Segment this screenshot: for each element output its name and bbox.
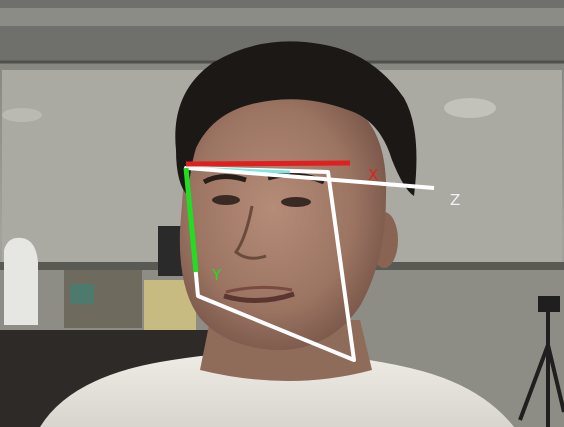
nose	[233, 205, 267, 260]
tripod	[518, 300, 564, 427]
tripod-head	[538, 296, 560, 312]
wall-glare	[444, 98, 496, 118]
axis-y-line	[183, 167, 199, 273]
shelf-box-label	[70, 284, 94, 304]
face	[179, 92, 387, 351]
axis-z-label: Z	[450, 191, 460, 209]
axis-x-line	[185, 160, 351, 167]
wall-glare-left	[2, 108, 42, 122]
axis-x-label: X	[368, 166, 378, 184]
left-eyebrow	[202, 174, 247, 185]
plastic-bag	[4, 237, 38, 325]
dark-object	[158, 226, 184, 276]
upper-lip	[225, 285, 293, 294]
shirt	[40, 351, 514, 427]
head-pose-overlay: X Y Z	[183, 160, 460, 362]
left-eye	[212, 195, 240, 205]
axis-y-label: Y	[211, 266, 222, 284]
axis-z-line	[187, 166, 435, 190]
mouth	[223, 291, 295, 304]
ceiling-light-strip	[0, 8, 564, 26]
right-eye	[281, 197, 311, 207]
hair	[175, 41, 417, 196]
